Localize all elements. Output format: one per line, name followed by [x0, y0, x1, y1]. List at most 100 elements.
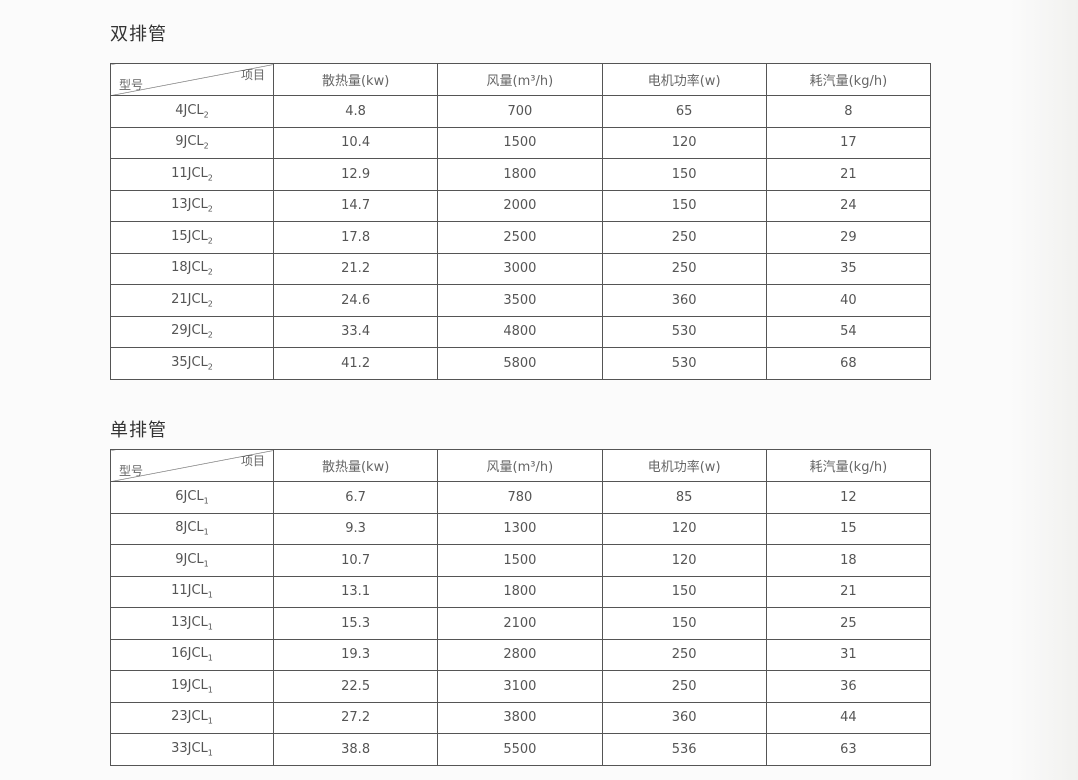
model-name: 13JCL	[171, 614, 208, 630]
model-name: 11JCL	[171, 165, 208, 181]
model-subscript: 1	[203, 528, 209, 538]
value-cell: 5800	[437, 347, 603, 380]
corner-header-cell: 项目型号	[110, 449, 274, 482]
model-name: 21JCL	[171, 291, 208, 307]
value-cell: 780	[437, 481, 603, 514]
table-row: 13JCL1 15.3 2100 150 25	[110, 607, 932, 640]
value-cell: 1800	[437, 575, 603, 608]
model-name: 29JCL	[171, 323, 208, 339]
model-subscript: 2	[203, 110, 209, 120]
value-cell: 18	[765, 544, 932, 577]
value-cell: 12.9	[272, 158, 439, 191]
model-name: 4JCL	[175, 102, 204, 118]
model-cell: 8JCL1	[110, 512, 274, 545]
column-header: 耗汽量(kg/h)	[765, 449, 932, 482]
value-cell: 6.7	[272, 481, 439, 514]
model-cell: 4JCL2	[110, 95, 274, 128]
value-cell: 10.7	[272, 544, 439, 577]
model-cell: 18JCL2	[110, 252, 274, 285]
value-cell: 3000	[437, 252, 603, 285]
corner-item-label: 项目	[240, 68, 265, 82]
value-cell: 68	[765, 347, 932, 380]
value-cell: 2500	[437, 221, 603, 254]
model-name: 16JCL	[171, 646, 208, 662]
value-cell: 41.2	[272, 347, 439, 380]
value-cell: 25	[765, 607, 932, 640]
value-cell: 1500	[437, 544, 603, 577]
model-subscript: 1	[207, 591, 213, 601]
model-cell: 13JCL2	[110, 189, 274, 222]
model-subscript: 2	[207, 173, 213, 183]
table-row: 11JCL2 12.9 1800 150 21	[110, 158, 932, 191]
value-cell: 360	[601, 701, 767, 734]
value-cell: 13.1	[272, 575, 439, 608]
column-header: 散热量(kw)	[272, 449, 439, 482]
model-cell: 13JCL1	[110, 607, 274, 640]
value-cell: 530	[601, 315, 767, 348]
column-header: 风量(m³/h)	[437, 449, 603, 482]
value-cell: 150	[601, 575, 767, 608]
table-row: 9JCL2 10.4 1500 120 17	[110, 126, 932, 159]
table-row: 21JCL2 24.6 3500 360 40	[110, 284, 932, 317]
value-cell: 27.2	[272, 701, 439, 734]
value-cell: 250	[601, 638, 767, 671]
table-row: 16JCL1 19.3 2800 250 31	[110, 638, 932, 671]
value-cell: 2000	[437, 189, 603, 222]
column-header: 散热量(kw)	[272, 63, 439, 96]
model-cell: 11JCL1	[110, 575, 274, 608]
table-row: 29JCL2 33.4 4800 530 54	[110, 315, 932, 348]
corner-model-label: 型号	[119, 78, 144, 92]
value-cell: 85	[601, 481, 767, 514]
model-cell: 15JCL2	[110, 221, 274, 254]
model-name: 8JCL	[175, 520, 204, 536]
model-subscript: 2	[207, 236, 213, 246]
column-header: 耗汽量(kg/h)	[765, 63, 932, 96]
value-cell: 21	[765, 575, 932, 608]
value-cell: 9.3	[272, 512, 439, 545]
model-subscript: 2	[203, 142, 209, 152]
value-cell: 54	[765, 315, 932, 348]
model-cell: 21JCL2	[110, 284, 274, 317]
value-cell: 150	[601, 607, 767, 640]
model-cell: 16JCL1	[110, 638, 274, 671]
model-name: 6JCL	[175, 488, 204, 504]
table-row: 9JCL1 10.7 1500 120 18	[110, 544, 932, 577]
model-subscript: 1	[207, 685, 213, 695]
model-cell: 9JCL2	[110, 126, 274, 159]
model-subscript: 1	[207, 622, 213, 632]
value-cell: 40	[765, 284, 932, 317]
model-cell: 29JCL2	[110, 315, 274, 348]
model-cell: 33JCL1	[110, 733, 274, 766]
value-cell: 12	[765, 481, 932, 514]
model-subscript: 1	[207, 748, 213, 758]
model-name: 13JCL	[171, 197, 208, 213]
column-header: 风量(m³/h)	[437, 63, 603, 96]
model-name: 35JCL	[171, 354, 208, 370]
value-cell: 63	[765, 733, 932, 766]
value-cell: 2100	[437, 607, 603, 640]
value-cell: 29	[765, 221, 932, 254]
value-cell: 3800	[437, 701, 603, 734]
value-cell: 150	[601, 158, 767, 191]
value-cell: 120	[601, 512, 767, 545]
value-cell: 530	[601, 347, 767, 380]
value-cell: 1800	[437, 158, 603, 191]
value-cell: 536	[601, 733, 767, 766]
value-cell: 10.4	[272, 126, 439, 159]
model-subscript: 2	[207, 331, 213, 341]
value-cell: 3500	[437, 284, 603, 317]
corner-item-label: 项目	[240, 454, 265, 468]
model-name: 23JCL	[171, 709, 208, 725]
model-name: 9JCL	[175, 551, 204, 567]
corner-model-label: 型号	[119, 464, 144, 478]
value-cell: 120	[601, 544, 767, 577]
table-row: 4JCL2 4.8 700 65 8	[110, 95, 932, 128]
value-cell: 44	[765, 701, 932, 734]
value-cell: 250	[601, 221, 767, 254]
table-row: 35JCL2 41.2 5800 530 68	[110, 347, 932, 380]
value-cell: 36	[765, 670, 932, 703]
model-name: 9JCL	[175, 134, 204, 150]
value-cell: 17.8	[272, 221, 439, 254]
value-cell: 15.3	[272, 607, 439, 640]
model-name: 11JCL	[171, 583, 208, 599]
